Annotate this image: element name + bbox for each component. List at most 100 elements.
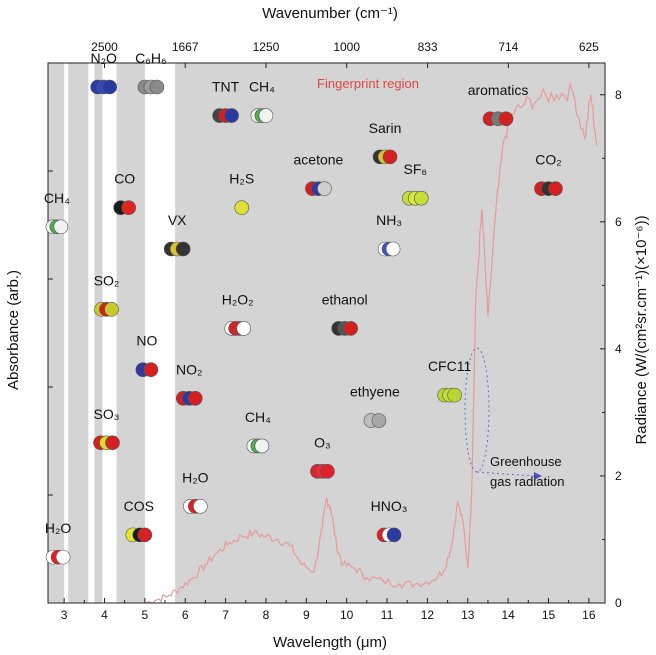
x-tick-label: 6	[182, 608, 189, 622]
ch4-icon	[45, 219, 69, 235]
molecule-label: H₂O	[45, 520, 72, 536]
x-tick-label: 3	[61, 608, 68, 622]
molecule-label: CH₄	[245, 409, 271, 425]
cfc11-icon	[437, 387, 462, 403]
ethylene-icon	[363, 413, 387, 428]
molecule-label: SO₂	[94, 272, 120, 288]
acetone-icon	[305, 181, 332, 196]
molecule-label: ethanol	[322, 291, 368, 307]
molecule-label: HNO₃	[371, 498, 408, 514]
molecule-label: NO₂	[176, 361, 202, 377]
greenhouse-ellipse	[464, 347, 490, 473]
plot-background	[48, 63, 605, 603]
x-tick-label: 15	[542, 608, 556, 622]
molecule-label: ethyene	[350, 384, 400, 400]
x-tick-label: 9	[303, 608, 310, 622]
y-axis-title: Absorbance (arb.)	[5, 270, 22, 390]
molecule-label: NO	[136, 333, 157, 349]
cos-icon	[125, 527, 153, 543]
molecule-label: VX	[168, 212, 187, 228]
h2o2-icon	[224, 321, 252, 336]
top-tick-label: 625	[579, 40, 599, 54]
molecule-label: CO	[114, 171, 135, 187]
x-tick-label: 4	[101, 608, 108, 622]
y2-tick-label: 6	[615, 215, 622, 229]
co-icon	[113, 200, 136, 216]
greenhouse-annotation: Greenhouse gas radiation	[464, 347, 564, 489]
molecule-label: CO₂	[535, 152, 561, 168]
x-tick-label: 11	[381, 608, 394, 622]
top-tick-label: 1000	[333, 40, 360, 54]
bottom-axis-ticks: 3 4 5 6 7 8 9 10 11 12 13 14 15 16	[61, 598, 596, 622]
molecule-label: N₂O	[90, 50, 117, 66]
h2s-icon	[234, 200, 250, 216]
molecule-label: CH₄	[249, 79, 275, 95]
so3-icon	[93, 435, 120, 451]
tnt-icon	[212, 108, 239, 123]
ch4-icon	[250, 108, 274, 123]
n2o-icon	[90, 79, 117, 95]
h2o-icon	[45, 549, 71, 565]
molecule-label: TNT	[212, 79, 240, 95]
molecule-label: CFC11	[428, 358, 472, 374]
molecule-label: aromatics	[468, 82, 529, 98]
greenhouse-label-line2: gas radiation	[490, 474, 564, 489]
white-bands	[64, 63, 176, 603]
top-axis-ticks: 2500 1667 1250 1000 833 714 625	[91, 40, 599, 68]
molecule-label: Sarin	[369, 120, 402, 136]
molecule-label: CH₄	[44, 190, 70, 206]
y2-axis-title: Radiance (W/(cm²sr.cm⁻¹)(×10⁻⁶))	[633, 215, 650, 444]
x-tick-label: 16	[582, 608, 596, 622]
nh3-icon	[377, 241, 401, 257]
top-tick-label: 1250	[253, 40, 280, 54]
molecule-label: SF₆	[404, 161, 428, 177]
right-axis-ticks: 0 2 4 6 8	[600, 88, 622, 610]
molecule-label: H₂O	[182, 469, 209, 485]
co2-icon	[534, 181, 563, 196]
white-band-1	[88, 63, 95, 603]
so2-icon	[94, 302, 119, 317]
x-tick-label: 8	[263, 608, 270, 622]
ch4-icon	[246, 438, 270, 454]
molecule-label: H₂S	[229, 171, 254, 187]
molecule-label: NH₃	[376, 212, 402, 228]
vx-icon	[163, 241, 191, 257]
x-tick-label: 5	[142, 608, 149, 622]
top-tick-label: 714	[498, 40, 518, 54]
y2-tick-label: 4	[615, 342, 622, 356]
x-tick-label: 13	[461, 608, 475, 622]
y2-tick-label: 0	[615, 596, 622, 610]
greenhouse-label-line1: Greenhouse	[490, 454, 562, 469]
x-tick-label: 7	[222, 608, 229, 622]
molecule-label: C₆H₆	[135, 50, 167, 66]
y2-tick-label: 8	[615, 88, 622, 102]
molecule-label: O₃	[314, 434, 331, 450]
fingerprint-region-label: Fingerprint region	[317, 76, 419, 91]
molecule-label: H₂O₂	[222, 291, 254, 307]
x-tick-label: 14	[501, 608, 515, 622]
top-axis-title: Wavenumber (cm⁻¹)	[262, 5, 398, 22]
h2o-icon	[183, 498, 208, 514]
ethanol-icon	[331, 321, 358, 336]
y2-tick-label: 2	[615, 469, 622, 483]
benzene-icon	[137, 79, 165, 95]
no-icon	[135, 362, 159, 378]
sarin-icon	[372, 149, 398, 165]
molecule-label: COS	[124, 498, 154, 514]
molecule-labels: N₂O C₆H₆ TNT CH₄ aromatics Sarin acetone SF₆ CO₂…	[44, 50, 563, 565]
top-tick-label: 2500	[91, 40, 118, 54]
x-tick-label: 12	[421, 608, 435, 622]
molecule-label: acetone	[294, 152, 344, 168]
molecule-label: SO₃	[94, 406, 120, 422]
o3-icon	[310, 464, 335, 479]
sf6-icon	[401, 190, 429, 206]
x-axis-title: Wavelength (μm)	[273, 634, 387, 651]
left-axis-ticks	[48, 170, 53, 496]
aromatics-icon	[482, 111, 514, 127]
hno3-icon	[376, 527, 402, 543]
no2-icon	[175, 390, 203, 406]
white-band-3	[144, 63, 176, 603]
white-band-0	[64, 63, 69, 603]
top-tick-label: 1667	[172, 40, 199, 54]
